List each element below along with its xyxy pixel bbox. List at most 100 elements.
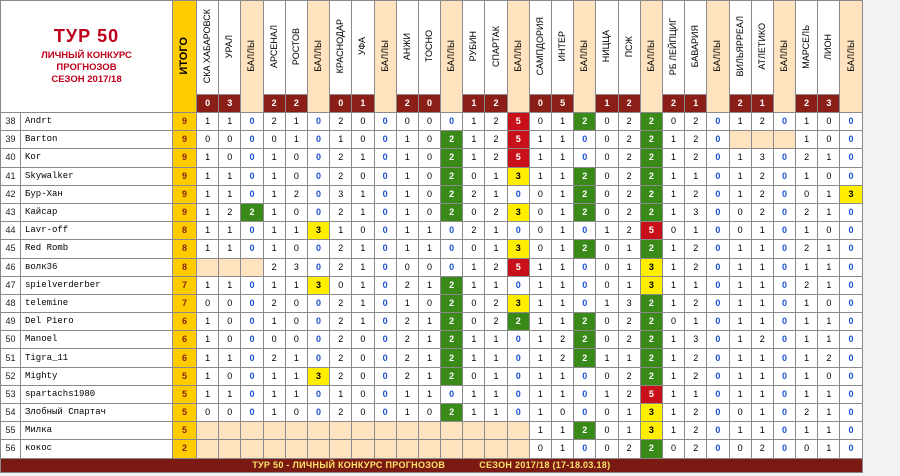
- predicted-home: 1: [595, 293, 619, 314]
- match-points: 0: [772, 184, 797, 204]
- predicted-home: 0: [595, 130, 619, 150]
- predicted-away: 2: [684, 239, 708, 259]
- match-points: 0: [306, 312, 331, 332]
- predicted-away: 1: [484, 402, 508, 423]
- predicted-away: 3: [684, 202, 708, 223]
- match-points: 0: [772, 111, 797, 132]
- predicted-home: 0: [195, 402, 220, 423]
- contest-subtitle: ЛИЧНЫЙ КОНКУРС ПРОГНОЗОВ СЕЗОН 2017/18: [2, 50, 172, 86]
- predicted-away: [484, 421, 508, 441]
- match-points: 3: [506, 202, 530, 223]
- match-points: 0: [373, 184, 397, 204]
- match-points: 0: [240, 293, 264, 314]
- predicted-away: 1: [817, 275, 841, 295]
- predicted-away: 1: [684, 312, 708, 332]
- away-team-name: ТОСНО: [423, 30, 434, 63]
- predicted-away: 1: [417, 275, 442, 295]
- match-points: 0: [306, 239, 331, 259]
- predicted-home: 1: [462, 402, 486, 423]
- predicted-away: 1: [817, 202, 841, 223]
- predicted-away: 1: [817, 239, 841, 259]
- match-points: 0: [706, 257, 730, 277]
- predicted-home: 0: [795, 439, 819, 459]
- predicted-home: 2: [262, 293, 286, 314]
- predicted-home: 1: [195, 366, 220, 386]
- predicted-home: 0: [462, 293, 486, 314]
- predicted-home: 1: [795, 166, 819, 186]
- match-points: 2: [639, 202, 663, 223]
- predicted-home: 0: [462, 166, 486, 186]
- match-points: 0: [373, 239, 397, 259]
- predicted-home: 0: [462, 312, 486, 332]
- predicted-away: 2: [617, 312, 641, 332]
- participant-total: 9: [172, 202, 197, 223]
- home-team-name: САМПДОРИЯ: [534, 17, 545, 76]
- match-home-team: РУБИН: [462, 0, 486, 95]
- predicted-home: 2: [262, 111, 286, 132]
- participant-name: Tigra_11: [20, 348, 173, 368]
- table-row: 42 Бур-Хан 9 1 1 0 1 2 0 3 1 0 1 0 2 2 1 0 0 1 2 0 2 2 1 2 0 1 2 0 0 1 3: [0, 184, 863, 204]
- predicted-home: [395, 439, 419, 459]
- home-team-name: АНЖИ: [401, 32, 412, 61]
- predicted-home: 1: [661, 239, 686, 259]
- match-points: 0: [573, 148, 597, 168]
- points-header-label: БАЛЛЫ: [645, 39, 656, 72]
- match-points: 2: [440, 366, 464, 386]
- predicted-home: 1: [528, 275, 553, 295]
- match-points: 0: [573, 130, 597, 150]
- participant-total: 8: [172, 221, 197, 241]
- match-points: 0: [839, 239, 863, 259]
- predicted-away: 1: [550, 221, 575, 241]
- match-points: 0: [240, 275, 264, 295]
- predicted-home: 2: [395, 366, 419, 386]
- predicted-home: 1: [795, 421, 819, 441]
- match-points: 2: [639, 130, 663, 150]
- points-header: БАЛЛЫ: [306, 0, 331, 113]
- predicted-home: 1: [195, 184, 220, 204]
- predicted-home: 1: [528, 312, 553, 332]
- points-header-label: БАЛЛЫ: [379, 39, 390, 72]
- predicted-home: 2: [795, 239, 819, 259]
- predicted-away: 1: [351, 148, 375, 168]
- predicted-away: 0: [817, 366, 841, 386]
- predicted-away: 2: [750, 111, 774, 132]
- match-points: 0: [573, 293, 597, 314]
- predicted-away: 1: [218, 348, 242, 368]
- predicted-away: 0: [351, 130, 375, 150]
- predicted-home: 2: [395, 275, 419, 295]
- predicted-home: 2: [395, 348, 419, 368]
- match-points: 2: [440, 348, 464, 368]
- predicted-home: 1: [195, 166, 220, 186]
- predicted-home: [195, 421, 220, 441]
- predicted-away: 0: [351, 221, 375, 241]
- predicted-away: 1: [218, 184, 242, 204]
- predicted-home: [195, 257, 220, 277]
- predicted-home: 2: [329, 330, 353, 350]
- predicted-away: 0: [351, 166, 375, 186]
- predicted-home: 1: [661, 330, 686, 350]
- predicted-away: 0: [284, 239, 308, 259]
- predicted-home: 1: [728, 148, 752, 168]
- participant-total: 9: [172, 184, 197, 204]
- match-points: 0: [373, 366, 397, 386]
- total-header: ИТОГО: [172, 0, 197, 113]
- row-number: 46: [0, 257, 21, 277]
- predicted-away: 2: [617, 384, 641, 405]
- match-points: 0: [440, 239, 464, 259]
- match-points: 3: [639, 275, 663, 295]
- predicted-away: 2: [684, 348, 708, 368]
- predicted-home: 0: [595, 330, 619, 350]
- home-team-name: МАРСЕЛЬ: [801, 24, 812, 69]
- match-points: 0: [506, 184, 530, 204]
- predicted-home: 0: [528, 221, 553, 241]
- match-home-team: РБ ЛЕЙПЦИГ: [661, 0, 686, 95]
- match-points: 2: [440, 130, 464, 150]
- match-points: 0: [506, 384, 530, 405]
- match-points: 0: [839, 439, 863, 459]
- points-header: БАЛЛЫ: [373, 0, 397, 113]
- participant-name: Милка: [20, 421, 173, 441]
- predicted-away: 1: [218, 166, 242, 186]
- predicted-away: 1: [284, 111, 308, 132]
- predicted-home: 2: [395, 312, 419, 332]
- match-points: 0: [306, 330, 331, 350]
